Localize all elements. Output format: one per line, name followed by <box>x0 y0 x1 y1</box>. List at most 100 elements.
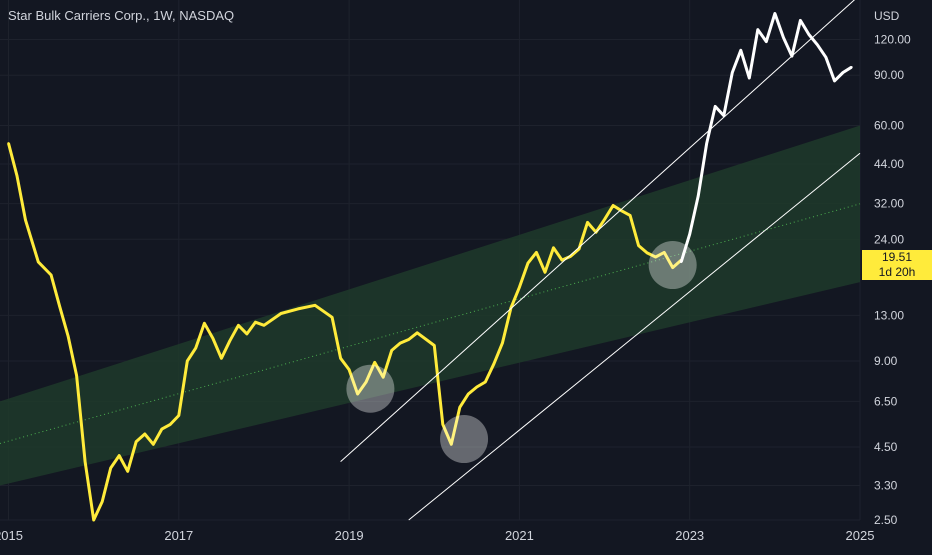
y-tick-label-3: 44.00 <box>874 157 904 171</box>
x-tick-label-3: 2021 <box>505 528 534 543</box>
series-0-point-41 <box>398 341 402 345</box>
series-0-point-4 <box>49 273 53 277</box>
series-0-point-13 <box>126 470 129 473</box>
y-tick-label-6: 13.00 <box>874 308 904 322</box>
series-line-0 <box>7 142 683 522</box>
x-tick-label-1: 2017 <box>164 528 193 543</box>
price-tag-value: 19.51 <box>862 250 932 265</box>
series-0-point-69 <box>645 251 649 255</box>
y-tick-label-0: 120.00 <box>874 33 911 47</box>
series-1-point-1 <box>688 233 691 236</box>
x-tick-label-4: 2023 <box>675 528 704 543</box>
series-1-point-6 <box>731 71 734 74</box>
x-tick-label-2: 2019 <box>335 528 364 543</box>
series-0-point-67 <box>628 214 632 217</box>
y-tick-label-11: 2.50 <box>874 513 898 527</box>
series-0-point-72 <box>671 266 674 269</box>
series-0-point-62 <box>586 221 589 224</box>
series-1-point-9 <box>756 28 760 31</box>
line-layer <box>7 12 853 522</box>
axis-layer: 120.00 90.00 60.00 44.00 32.00 24.00 13.00 9.00… <box>0 9 911 543</box>
series-0-point-20 <box>186 359 189 363</box>
series-0-point-71 <box>662 251 666 254</box>
series-0-point-12 <box>118 454 121 457</box>
series-0-point-19 <box>177 414 181 417</box>
series-0-point-37 <box>364 380 368 384</box>
price-tag-countdown: 1d 20h <box>862 265 932 280</box>
highlight-circle-0 <box>346 364 395 413</box>
series-0-point-14 <box>135 440 138 443</box>
series-0-point-3 <box>37 260 40 264</box>
series-0-point-43 <box>416 331 419 334</box>
series-0-point-44 <box>433 344 436 347</box>
series-0-point-40 <box>390 349 393 352</box>
series-1-point-15 <box>807 33 811 36</box>
y-tick-label-4: 32.00 <box>874 197 904 211</box>
series-1-point-12 <box>782 36 785 39</box>
series-0-point-9 <box>92 518 95 522</box>
channel-midline <box>0 203 861 444</box>
series-0-point-38 <box>373 361 376 364</box>
series-1-point-17 <box>824 56 828 59</box>
series-0-point-21 <box>194 346 198 350</box>
x-tick-label-0: 2015 <box>0 528 23 543</box>
series-1-point-14 <box>799 19 802 22</box>
y-tick-label-10: 3.30 <box>874 479 898 493</box>
series-0-point-49 <box>475 385 479 389</box>
series-0-point-45 <box>441 423 444 426</box>
series-1-point-2 <box>697 194 700 198</box>
series-0-point-24 <box>220 357 223 360</box>
series-0-point-64 <box>603 218 606 221</box>
series-0-point-5 <box>58 304 61 308</box>
series-0-point-58 <box>552 246 555 250</box>
series-0-point-32 <box>313 304 317 307</box>
series-0-point-2 <box>24 218 27 222</box>
series-0-point-65 <box>611 204 615 207</box>
series-0-point-54 <box>518 286 521 289</box>
series-0-point-23 <box>211 337 215 340</box>
series-1-point-7 <box>739 49 742 52</box>
series-0-point-22 <box>203 322 206 325</box>
series-0-point-28 <box>254 321 257 324</box>
series-0-point-34 <box>339 357 342 360</box>
y-tick-label-2: 60.00 <box>874 119 904 133</box>
series-0-point-50 <box>484 380 487 384</box>
y-tick-label-1: 90.00 <box>874 68 904 82</box>
series-0-point-26 <box>237 324 240 327</box>
series-0-point-1 <box>15 174 19 178</box>
series-0-point-55 <box>526 261 530 265</box>
highlight-circle-1 <box>440 415 489 464</box>
series-0-point-27 <box>245 332 249 336</box>
series-0-point-7 <box>75 374 78 377</box>
highlight-circle-2 <box>648 241 697 290</box>
series-0-point-52 <box>501 341 504 345</box>
series-0-point-0 <box>7 142 10 145</box>
series-0-point-56 <box>535 251 538 254</box>
y-tick-label-7: 9.00 <box>874 354 898 368</box>
currency-label: USD <box>874 9 900 23</box>
series-0-point-31 <box>296 307 300 311</box>
series-0-point-11 <box>109 466 112 470</box>
series-0-point-46 <box>450 443 453 446</box>
y-tick-label-9: 4.50 <box>874 440 898 454</box>
y-tick-label-8: 6.50 <box>874 394 898 408</box>
series-0-point-36 <box>356 392 359 396</box>
series-1-point-8 <box>748 76 751 80</box>
series-1-point-3 <box>705 142 708 145</box>
trendline-1 <box>408 152 861 521</box>
series-0-point-35 <box>347 368 351 371</box>
series-0-point-70 <box>654 255 657 259</box>
series-0-point-18 <box>169 423 172 426</box>
channel-band <box>0 125 860 486</box>
channel-layer <box>0 125 861 486</box>
y-tick-label-5: 24.00 <box>874 232 904 246</box>
annotation-layer <box>340 0 861 521</box>
series-0-point-8 <box>83 460 87 463</box>
series-1-point-4 <box>714 105 717 108</box>
series-0-point-48 <box>467 392 470 396</box>
series-1-point-19 <box>841 71 845 74</box>
series-0-point-10 <box>100 500 104 503</box>
series-0-point-42 <box>407 338 410 341</box>
